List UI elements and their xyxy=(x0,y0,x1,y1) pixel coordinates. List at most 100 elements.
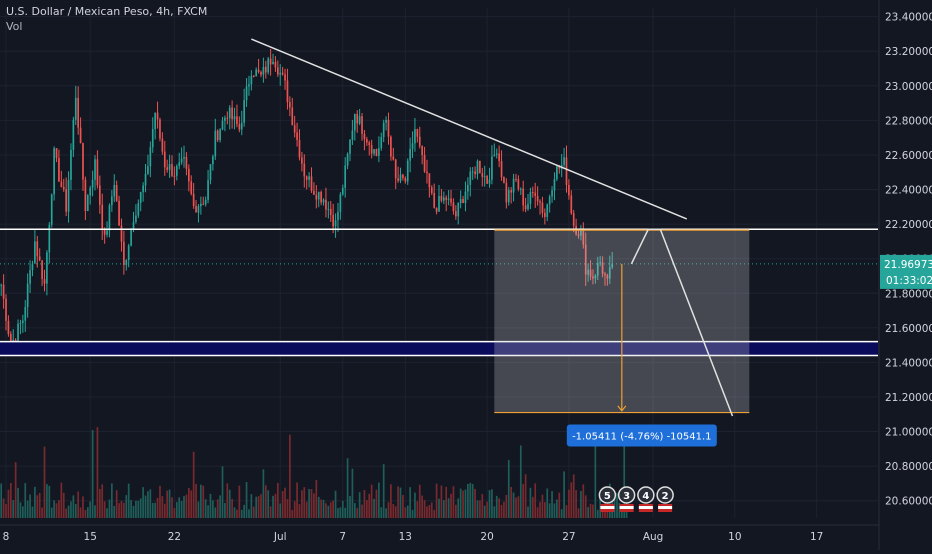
volume-bar xyxy=(274,493,277,518)
candle-body xyxy=(503,177,505,183)
volume-bar xyxy=(17,487,19,518)
volume-bar xyxy=(416,501,419,518)
candle-body xyxy=(577,234,580,236)
volume-bar xyxy=(589,503,592,518)
candle-body xyxy=(517,179,520,189)
volume-bar xyxy=(368,493,371,518)
candle-body xyxy=(397,178,399,181)
y-tick-label: 22.60000 xyxy=(885,150,932,162)
candle-body xyxy=(522,188,525,206)
volume-bar xyxy=(281,491,284,518)
volume-bar xyxy=(332,500,335,518)
volume-bar xyxy=(464,489,467,518)
volume-bar xyxy=(358,492,361,518)
volume-bar xyxy=(536,507,539,518)
candle-body xyxy=(267,58,270,73)
volume-bar xyxy=(553,503,556,518)
chart-header: U.S. Dollar / Mexican Peso, 4h, FXCM Vol xyxy=(6,4,207,34)
candle-body xyxy=(570,195,573,214)
volume-bar xyxy=(325,503,327,518)
volume-bar xyxy=(539,501,541,518)
volume-bar xyxy=(543,502,546,518)
candle-body xyxy=(454,211,457,217)
volume-bar xyxy=(510,486,513,518)
candle-body xyxy=(14,339,17,342)
candle-body xyxy=(286,80,289,103)
candle-body xyxy=(500,160,503,178)
volume-bar xyxy=(22,506,24,518)
candle-body xyxy=(279,72,282,75)
event-badge[interactable] xyxy=(637,486,655,504)
candle-body xyxy=(125,260,128,265)
y-tick-label: 20.80000 xyxy=(885,461,932,473)
candle-body xyxy=(356,113,359,124)
volume-bar xyxy=(151,502,154,518)
volume-bar xyxy=(178,497,181,518)
event-badge[interactable] xyxy=(617,486,636,504)
candle-body xyxy=(212,156,214,165)
candle-body xyxy=(546,204,549,217)
candle-body xyxy=(123,241,125,265)
candle-body xyxy=(94,159,96,180)
volume-bar xyxy=(315,479,318,518)
volume-bar xyxy=(524,474,527,518)
volume-bar xyxy=(522,483,525,518)
event-badge[interactable] xyxy=(598,486,617,504)
volume-bar xyxy=(243,504,245,518)
candle-body xyxy=(192,193,195,206)
volume-bar xyxy=(91,430,94,518)
volume-bar xyxy=(568,489,570,518)
volume-bar xyxy=(207,505,209,518)
volume-bar xyxy=(390,484,392,518)
candle-body xyxy=(255,69,258,77)
candle-body xyxy=(580,229,582,236)
volume-bar xyxy=(296,482,298,518)
volume-bar xyxy=(382,464,385,518)
candle-body xyxy=(60,181,63,187)
event-badge-count: 5 xyxy=(604,491,611,502)
candle-body xyxy=(91,179,94,188)
support-zone[interactable] xyxy=(0,341,878,356)
candle-body xyxy=(226,117,229,119)
candle-body xyxy=(483,176,486,178)
y-tick-label: 23.20000 xyxy=(885,46,932,58)
candle-body xyxy=(445,197,448,200)
candle-body xyxy=(486,176,488,184)
projection-path[interactable] xyxy=(630,228,734,417)
candle-body xyxy=(171,164,173,176)
candle-body xyxy=(89,187,92,196)
trendline[interactable] xyxy=(251,38,688,220)
candle-body xyxy=(519,188,522,190)
candle-body xyxy=(41,260,43,280)
volume-bar xyxy=(486,501,488,518)
candle-body xyxy=(608,267,611,279)
x-tick-label: 7 xyxy=(339,531,346,543)
volume-bar xyxy=(106,508,108,518)
y-tick-label: 21.40000 xyxy=(885,357,932,369)
volume-bar xyxy=(67,505,70,518)
y-tick-label: 20.60000 xyxy=(885,496,932,508)
volume-bar xyxy=(582,484,585,518)
volume-bar xyxy=(224,503,226,518)
candle-body xyxy=(202,203,205,205)
candle-body xyxy=(464,191,467,203)
measure-label-box xyxy=(566,424,717,447)
candle-body xyxy=(144,173,147,186)
volume-bar xyxy=(534,483,537,518)
candle-body xyxy=(471,171,474,173)
x-tick-label: 22 xyxy=(168,531,181,543)
volume-bar xyxy=(584,495,587,518)
candle-body xyxy=(296,132,298,141)
volume-bar xyxy=(197,501,200,518)
candle-body xyxy=(274,61,277,68)
volume-bar xyxy=(163,503,166,518)
candle-body xyxy=(173,175,176,177)
candle-body xyxy=(74,97,77,120)
volume-bar xyxy=(452,486,455,518)
event-badge[interactable] xyxy=(656,486,674,504)
volume-indicator-label[interactable]: Vol xyxy=(6,20,23,33)
y-tick-label: 21.80000 xyxy=(885,288,932,300)
candle-body xyxy=(82,143,84,180)
